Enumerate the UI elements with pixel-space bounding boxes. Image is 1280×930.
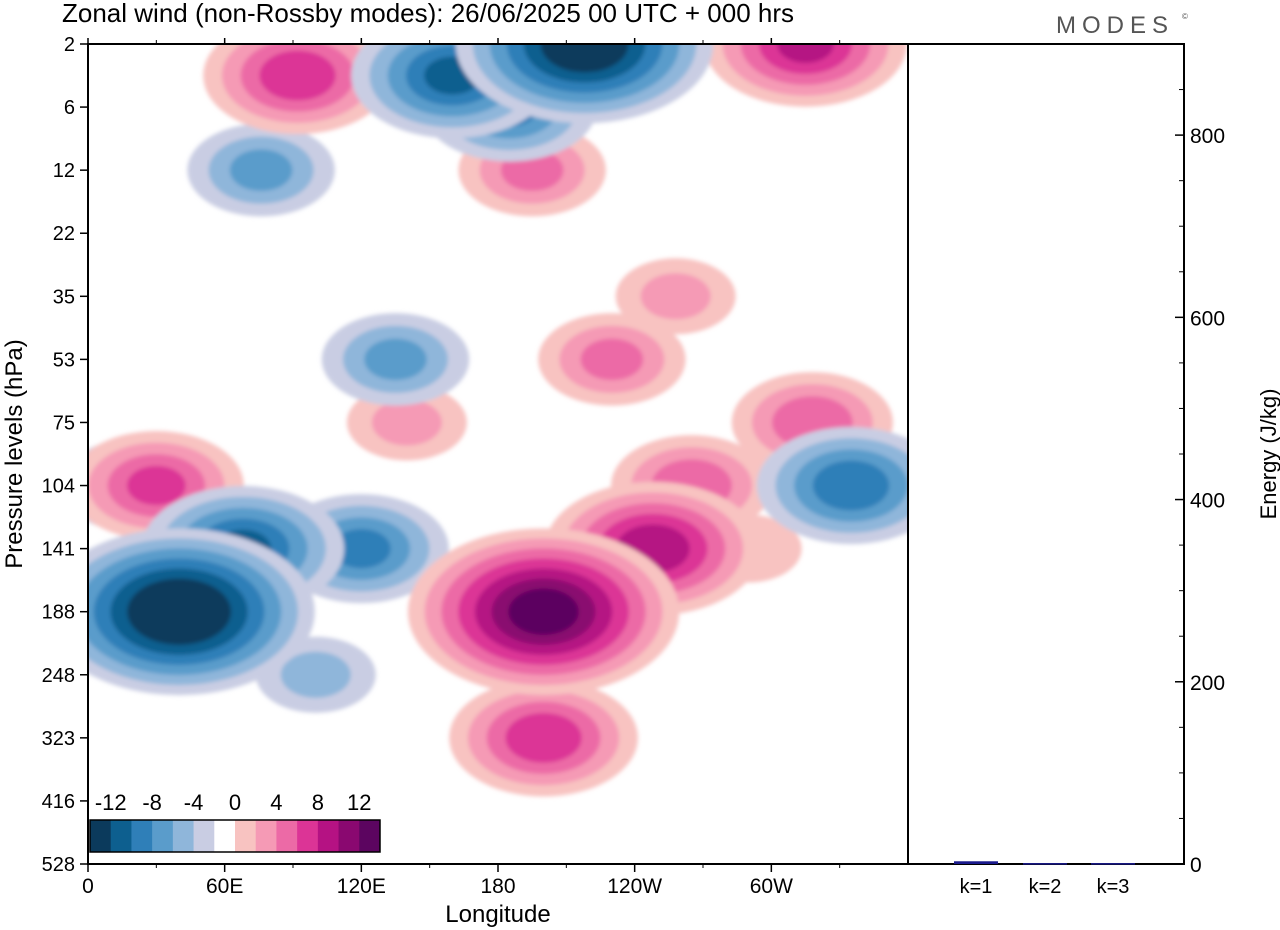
y-tick-label: 416 xyxy=(42,791,75,813)
x-tick-label: 0 xyxy=(82,875,94,898)
y-tick-label: 104 xyxy=(42,476,75,498)
energy-bar-plot: k=1 k=2 k=3 0 200 400 600 800 Energy (J/kg) xyxy=(907,43,1280,898)
colorbar-cell xyxy=(90,820,112,852)
colorbar-tick-label: -8 xyxy=(142,790,162,815)
modes-logo: MODES © xyxy=(1056,12,1188,39)
colorbar-cell xyxy=(172,820,195,852)
energy-tick-label: 0 xyxy=(1190,854,1202,877)
energy-bars: k=1 k=2 k=3 xyxy=(954,861,1135,898)
contour-band xyxy=(640,273,711,320)
colorbar-cell xyxy=(276,820,298,852)
y-tick-label: 12 xyxy=(53,160,75,182)
y-tick-label: 528 xyxy=(42,854,75,876)
contour-band xyxy=(259,50,336,101)
y-tick-label: 6 xyxy=(64,97,75,119)
energy-tick-label: 400 xyxy=(1190,490,1225,513)
energy-bar xyxy=(954,861,998,864)
y-tick-label: 141 xyxy=(42,539,75,561)
y-tick-label: 75 xyxy=(53,412,75,434)
energy-category-label: k=1 xyxy=(960,876,993,898)
colorbar-tick-label: 4 xyxy=(270,790,282,815)
heatmap-plot: 0 60E 120E 180 120W 60W 2 6 12 22 35 53 75 104 141 188… xyxy=(1,34,909,928)
x-tick-label: 120E xyxy=(337,875,386,898)
colorbar-cell xyxy=(131,820,153,852)
energy-frame xyxy=(907,43,1185,865)
energy-tick-label: 200 xyxy=(1190,672,1225,695)
contour-band xyxy=(143,588,215,635)
y-tick-label: 188 xyxy=(42,602,75,624)
contour-band xyxy=(505,712,582,763)
wind-field xyxy=(88,44,908,797)
colorbar-cell xyxy=(152,820,174,852)
colorbar-cell xyxy=(338,820,360,852)
contour-band xyxy=(126,465,186,506)
colorbar-cell xyxy=(359,820,381,852)
energy-axis-label: Energy (J/kg) xyxy=(1256,389,1280,520)
contour-band xyxy=(280,651,351,698)
colorbar-frame xyxy=(89,819,381,853)
contour-band xyxy=(331,528,391,569)
y-tick-label: 323 xyxy=(42,728,75,750)
colorbar-cell xyxy=(317,820,340,852)
modes-logo-text: MODES xyxy=(1056,12,1174,39)
colorbar-tick-label: -4 xyxy=(184,790,204,815)
energy-category-label: k=2 xyxy=(1029,876,1062,898)
colorbar-cell xyxy=(235,820,257,852)
colorbar-cell xyxy=(297,820,319,852)
chart-title: Zonal wind (non-Rossby modes): 26/06/202… xyxy=(62,0,794,28)
modes-logo-mark: © xyxy=(1182,12,1188,21)
contour-band xyxy=(229,149,293,191)
x-tick-label: 60W xyxy=(750,875,793,898)
colorbar-cell xyxy=(214,820,236,852)
y-tick-label: 35 xyxy=(53,286,75,308)
y-axis-label: Pressure levels (hPa) xyxy=(1,339,28,568)
contour-band xyxy=(580,338,644,381)
y-tick-label: 53 xyxy=(53,349,75,371)
colorbar: -12 -8 -4 0 4 8 12 xyxy=(89,790,381,853)
colorbar-tick-label: -12 xyxy=(95,790,127,815)
colorbar-tick-label: 0 xyxy=(229,790,241,815)
x-tick-label: 120W xyxy=(607,875,662,898)
x-tick-label: 60E xyxy=(206,875,243,898)
contour-band xyxy=(508,588,579,635)
colorbar-cell xyxy=(255,820,277,852)
colorbar-tick-label: 12 xyxy=(347,790,371,815)
contour-band xyxy=(812,460,890,511)
contour-band xyxy=(777,44,834,63)
energy-category-label: k=3 xyxy=(1097,876,1130,898)
energy-bar xyxy=(1091,863,1135,865)
y-axis: 2 6 12 22 35 53 75 104 141 188 248 323 416 528 xyxy=(42,34,88,876)
colorbar-cell xyxy=(110,820,132,852)
energy-bar xyxy=(1023,863,1067,865)
energy-axis: 0 200 400 600 800 xyxy=(1175,89,1225,877)
y-tick-label: 2 xyxy=(64,34,75,56)
colorbar-tick-label: 8 xyxy=(312,790,324,815)
energy-tick-label: 600 xyxy=(1190,307,1225,330)
contour-band xyxy=(371,399,442,446)
y-tick-label: 22 xyxy=(53,223,75,245)
x-axis: 0 60E 120E 180 120W 60W xyxy=(82,38,841,898)
x-axis-label: Longitude xyxy=(445,901,550,928)
contour-band xyxy=(557,44,612,63)
x-tick-label: 180 xyxy=(480,875,515,898)
energy-tick-label: 800 xyxy=(1190,125,1225,148)
y-tick-label: 248 xyxy=(42,665,75,687)
colorbar-cell xyxy=(193,820,215,852)
contour-band xyxy=(364,338,427,381)
